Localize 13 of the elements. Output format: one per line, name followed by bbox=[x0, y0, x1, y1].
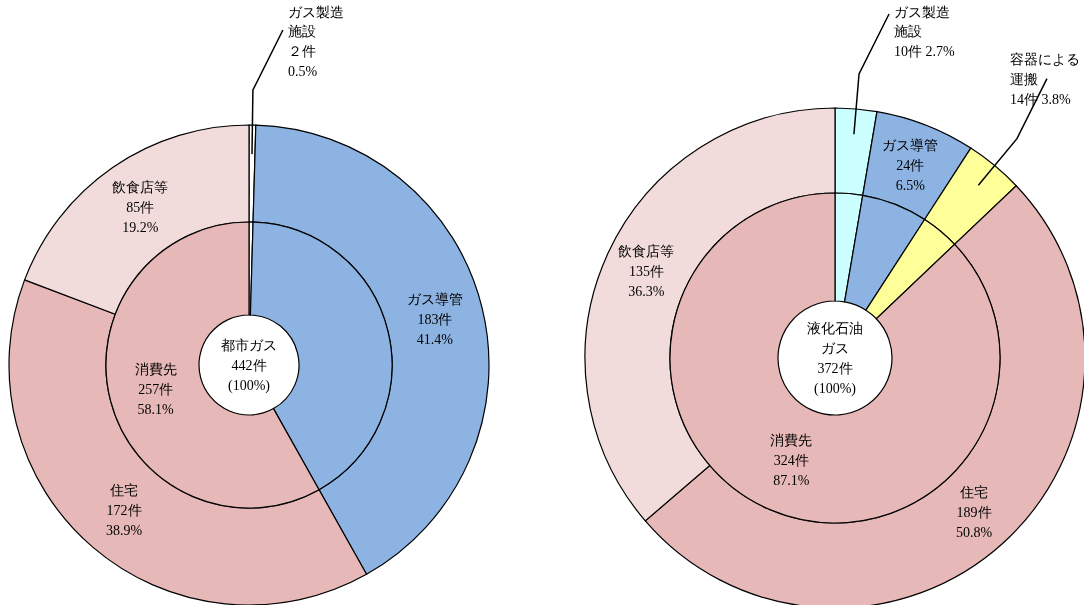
label: ガス製造施設 10件 2.7% bbox=[894, 4, 955, 59]
label: ガス導管 24件 6.5% bbox=[882, 137, 939, 193]
title: 液化石油ガス 372件 (100%) bbox=[807, 320, 863, 396]
title: 都市ガス 442件 (100%) bbox=[221, 337, 277, 393]
label: 容器による運搬 14件 3.8% bbox=[1010, 51, 1080, 107]
label: 住宅 172件 38.9% bbox=[106, 482, 143, 538]
label: 住宅 189件 50.8% bbox=[956, 484, 993, 540]
label: 消費先 257件 58.1% bbox=[134, 361, 177, 417]
label: 飲食店等 135件 36.3% bbox=[618, 243, 675, 299]
label: 消費先 324件 87.1% bbox=[770, 432, 813, 488]
label: ガス導管 183件 41.4% bbox=[406, 291, 463, 347]
label: ガス製造施設 ２件 0.5% bbox=[287, 4, 344, 79]
label: 飲食店等 85件 19.2% bbox=[112, 179, 169, 235]
